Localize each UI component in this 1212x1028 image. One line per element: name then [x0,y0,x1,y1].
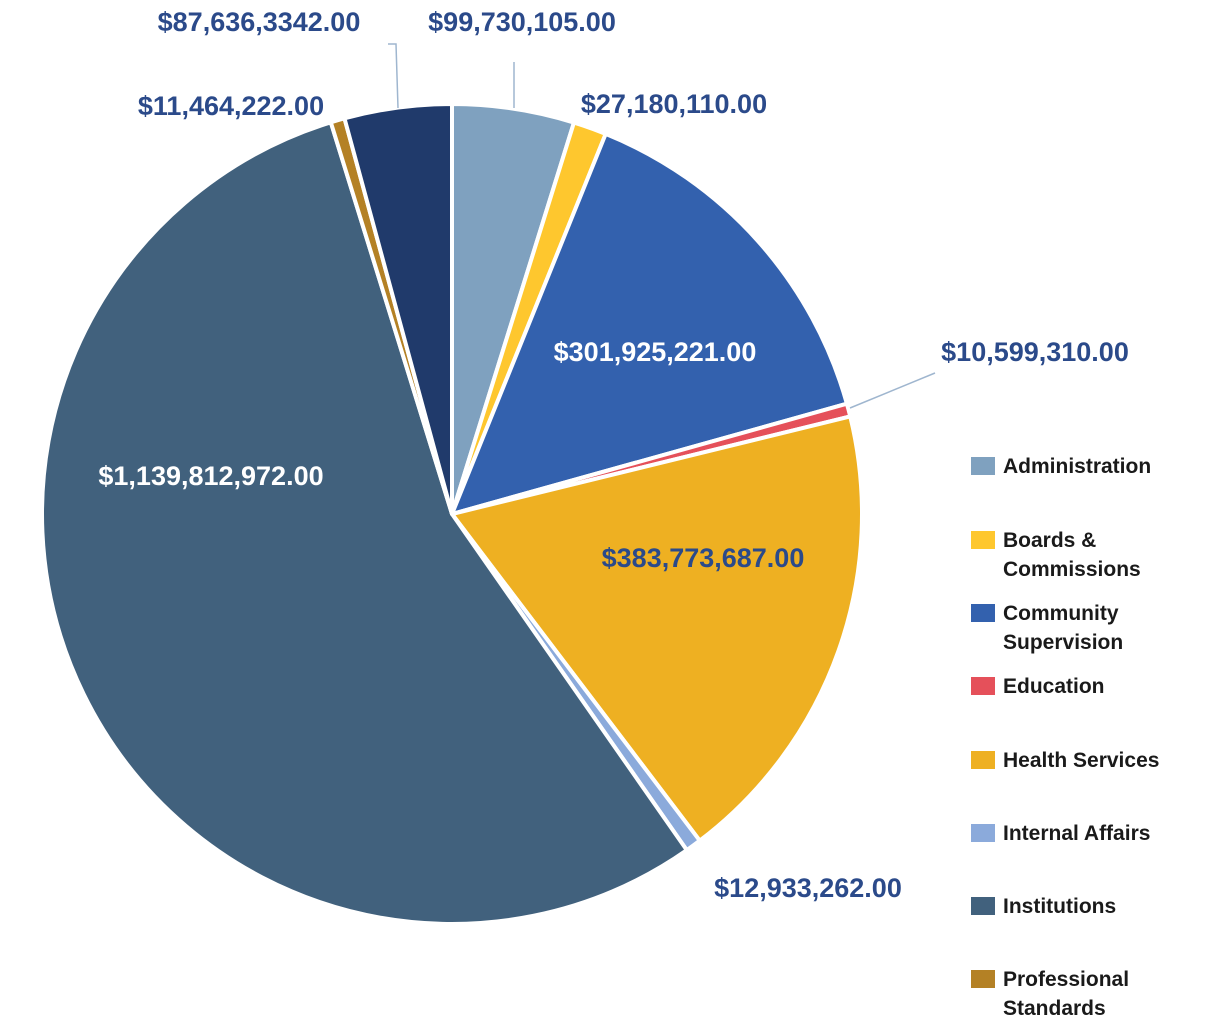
legend-swatch [971,531,995,549]
legend-item: Administration [971,452,1193,481]
data-labels: $99,730,105.00 $27,180,110.00 $301,925,221… [98,7,1128,903]
legend-label: Education [1003,672,1193,701]
pie-slice-institutions [40,120,689,926]
pie-slice-health-services [450,414,864,843]
legend-swatch [971,897,995,915]
data-label: $10,599,310.00 [941,337,1129,367]
legend-item: Professional Standards [971,965,1193,1023]
pie-slices [40,102,864,926]
legend-label: Health Services [1003,746,1193,775]
legend-item: Institutions [971,892,1193,921]
legend-swatch [971,604,995,622]
leader-line [388,43,399,109]
legend-label: Administration [1003,452,1193,481]
legend-label: Institutions [1003,892,1193,921]
legend-item: Internal Affairs [971,819,1193,848]
legend-swatch [971,457,995,475]
legend-label: Professional Standards [1003,965,1193,1023]
pie-slice-community-supervision [450,131,849,516]
legend-label: Boards & Commissions [1003,526,1193,584]
legend-label-line: Health Services [1003,749,1160,772]
legend-label-line: Administration [1003,455,1152,478]
legend-swatch [971,677,995,695]
data-label: $87,636,3342.00 [158,7,361,37]
legend-item: Education [971,672,1193,701]
legend-label-line: Community [1003,602,1119,625]
legend-label-line: Institutions [1003,895,1117,918]
data-label: $99,730,105.00 [428,7,616,37]
legend-label-line: Boards & [1003,529,1097,552]
data-label: $1,139,812,972.00 [98,461,323,491]
legend-label: Internal Affairs [1003,819,1193,848]
leader-lines [388,43,936,409]
legend-label-line: Internal Affairs [1003,822,1151,845]
legend-label-line: Commissions [1003,558,1141,581]
legend-swatch [971,970,995,988]
legend-item: Community Supervision [971,599,1193,657]
legend-label-line: Supervision [1003,631,1124,654]
data-label: $301,925,221.00 [554,337,757,367]
legend-label-line: Professional [1003,968,1130,991]
data-label: $383,773,687.00 [602,543,805,573]
legend-label-line: Education [1003,675,1105,698]
legend-label: Community Supervision [1003,599,1193,657]
data-label: $27,180,110.00 [581,89,767,119]
leader-line [849,372,936,409]
legend-swatch [971,751,995,769]
data-label: $12,933,262.00 [714,873,902,903]
legend-item: Boards & Commissions [971,526,1193,584]
legend-label-line: Standards [1003,997,1106,1020]
legend-item: Health Services [971,746,1193,775]
data-label: $11,464,222.00 [138,91,324,121]
legend-swatch [971,824,995,842]
